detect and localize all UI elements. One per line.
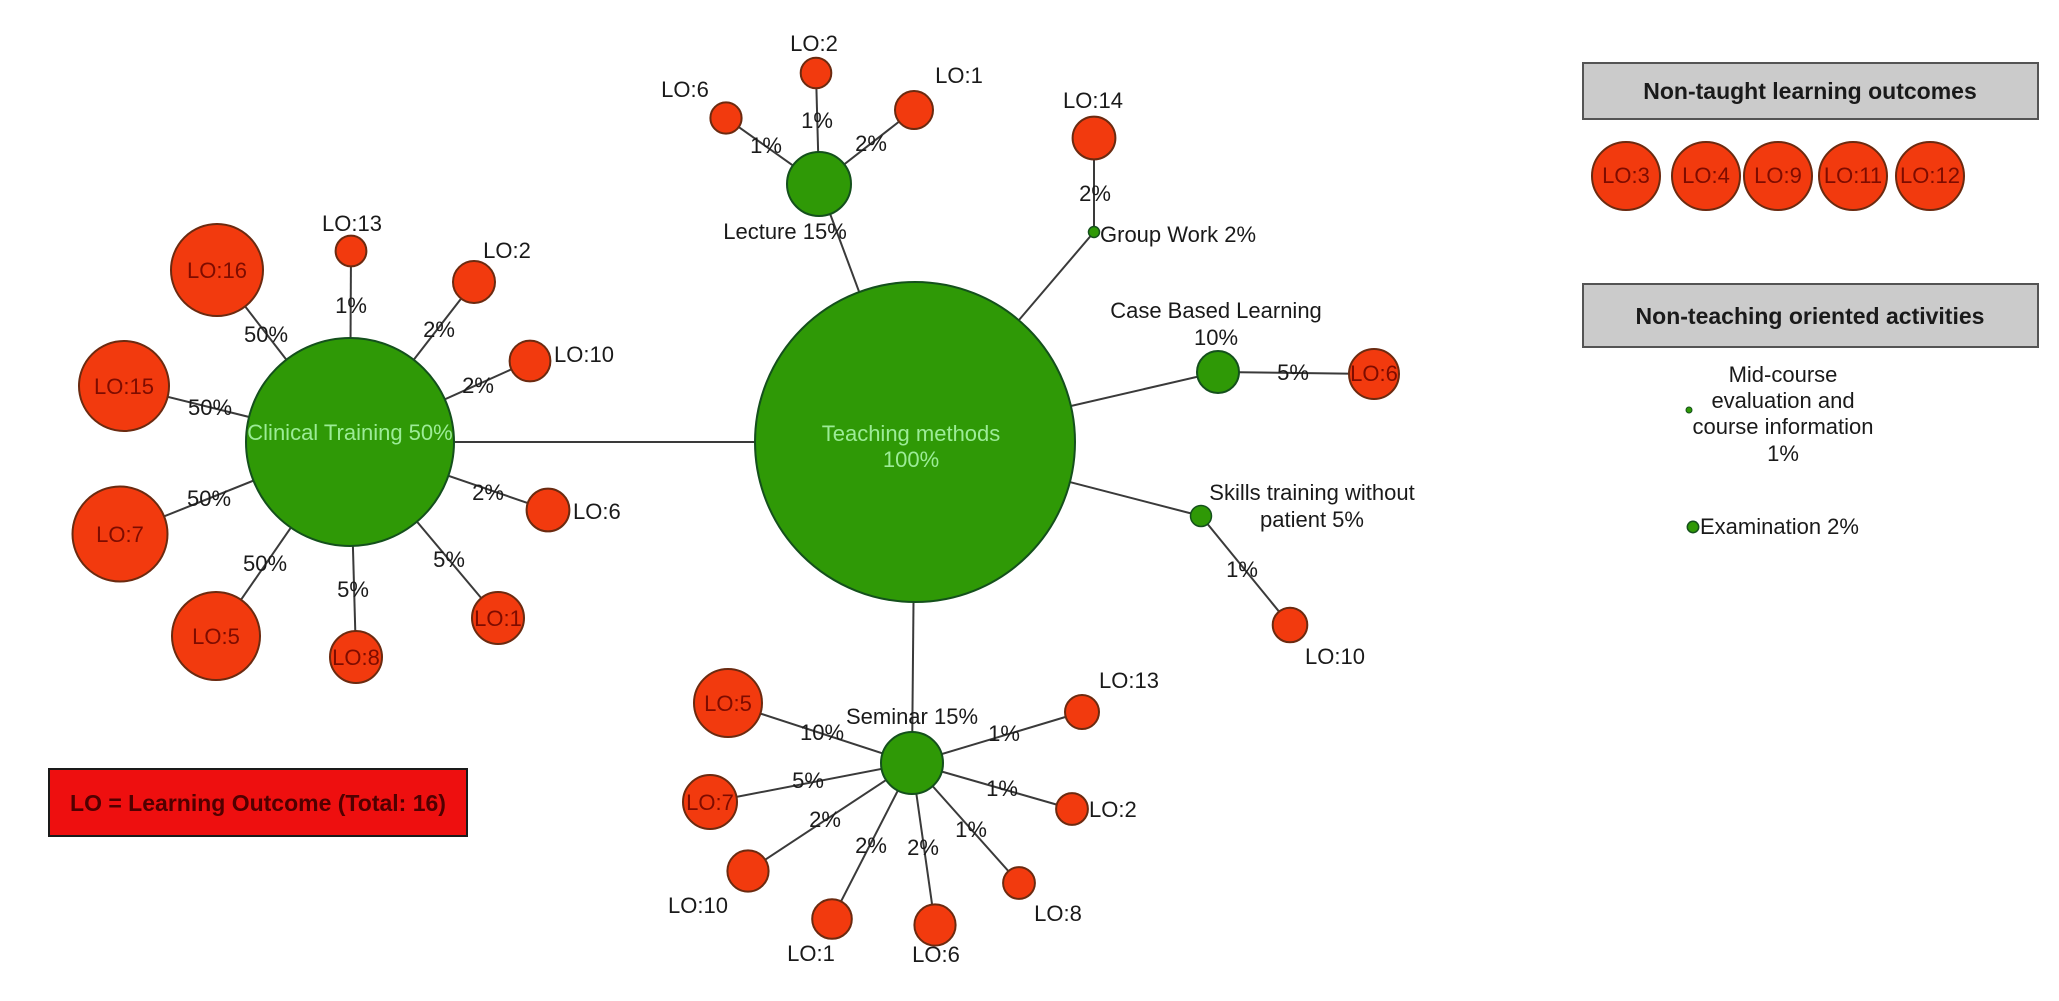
svg-text:LO:6: LO:6 bbox=[1350, 361, 1398, 386]
svg-text:Lecture 15%: Lecture 15% bbox=[723, 219, 847, 244]
svg-text:2%: 2% bbox=[855, 833, 887, 858]
svg-text:LO:10: LO:10 bbox=[1305, 644, 1365, 669]
svg-text:Examination 2%: Examination 2% bbox=[1700, 514, 1859, 539]
svg-text:2%: 2% bbox=[462, 373, 494, 398]
svg-text:5%: 5% bbox=[792, 768, 824, 793]
svg-text:LO:10: LO:10 bbox=[668, 893, 728, 918]
svg-text:1%: 1% bbox=[1767, 441, 1799, 466]
svg-text:1%: 1% bbox=[335, 293, 367, 318]
svg-text:LO:1: LO:1 bbox=[474, 606, 522, 631]
svg-text:LO:6: LO:6 bbox=[661, 77, 709, 102]
svg-text:2%: 2% bbox=[855, 131, 887, 156]
svg-text:2%: 2% bbox=[1079, 181, 1111, 206]
svg-text:LO:2: LO:2 bbox=[483, 238, 531, 263]
svg-text:course information: course information bbox=[1693, 414, 1874, 439]
svg-text:LO:16: LO:16 bbox=[187, 258, 247, 283]
svg-text:LO:13: LO:13 bbox=[1099, 668, 1159, 693]
svg-text:evaluation and: evaluation and bbox=[1711, 388, 1854, 413]
svg-text:100%: 100% bbox=[883, 447, 939, 472]
svg-text:LO:5: LO:5 bbox=[704, 691, 752, 716]
svg-text:LO:6: LO:6 bbox=[573, 499, 621, 524]
svg-text:Non-taught learning outcomes: Non-taught learning outcomes bbox=[1643, 78, 1977, 104]
svg-text:Case Based Learning: Case Based Learning bbox=[1110, 298, 1322, 323]
svg-text:Non-teaching oriented activiti: Non-teaching oriented activities bbox=[1636, 303, 1985, 329]
svg-text:2%: 2% bbox=[423, 317, 455, 342]
svg-text:LO:10: LO:10 bbox=[554, 342, 614, 367]
svg-text:LO:13: LO:13 bbox=[322, 211, 382, 236]
svg-text:1%: 1% bbox=[988, 721, 1020, 746]
svg-text:1%: 1% bbox=[986, 776, 1018, 801]
svg-text:LO:9: LO:9 bbox=[1754, 163, 1802, 188]
svg-text:5%: 5% bbox=[433, 547, 465, 572]
svg-text:LO:2: LO:2 bbox=[790, 31, 838, 56]
svg-text:patient 5%: patient 5% bbox=[1260, 507, 1364, 532]
svg-text:Skills training without: Skills training without bbox=[1209, 480, 1414, 505]
svg-text:1%: 1% bbox=[750, 133, 782, 158]
svg-text:LO:1: LO:1 bbox=[935, 63, 983, 88]
svg-text:1%: 1% bbox=[1226, 557, 1258, 582]
svg-text:Teaching methods: Teaching methods bbox=[822, 421, 1001, 446]
svg-text:50%: 50% bbox=[244, 322, 288, 347]
svg-text:LO:2: LO:2 bbox=[1089, 797, 1137, 822]
svg-text:50%: 50% bbox=[188, 395, 232, 420]
svg-text:LO = Learning Outcome (Total:: LO = Learning Outcome (Total: 16) bbox=[70, 790, 446, 816]
svg-text:1%: 1% bbox=[801, 108, 833, 133]
svg-text:50%: 50% bbox=[187, 486, 231, 511]
svg-text:2%: 2% bbox=[472, 480, 504, 505]
svg-text:LO:3: LO:3 bbox=[1602, 163, 1650, 188]
svg-text:2%: 2% bbox=[809, 807, 841, 832]
svg-text:1%: 1% bbox=[955, 817, 987, 842]
svg-text:5%: 5% bbox=[337, 577, 369, 602]
svg-text:LO:1: LO:1 bbox=[787, 941, 835, 966]
svg-text:LO:14: LO:14 bbox=[1063, 88, 1123, 113]
svg-text:LO:8: LO:8 bbox=[332, 645, 380, 670]
svg-text:LO:8: LO:8 bbox=[1034, 901, 1082, 926]
svg-text:Seminar 15%: Seminar 15% bbox=[846, 704, 978, 729]
svg-text:LO:11: LO:11 bbox=[1824, 163, 1882, 188]
svg-text:5%: 5% bbox=[1277, 360, 1309, 385]
svg-text:LO:4: LO:4 bbox=[1682, 163, 1730, 188]
svg-text:LO:7: LO:7 bbox=[686, 790, 734, 815]
svg-text:50%: 50% bbox=[243, 551, 287, 576]
svg-text:10%: 10% bbox=[800, 720, 844, 745]
svg-text:Clinical Training 50%: Clinical Training 50% bbox=[247, 420, 452, 445]
svg-text:Group Work 2%: Group Work 2% bbox=[1100, 222, 1256, 247]
svg-text:Mid-course: Mid-course bbox=[1729, 362, 1838, 387]
svg-text:LO:6: LO:6 bbox=[912, 942, 960, 967]
svg-text:2%: 2% bbox=[907, 835, 939, 860]
svg-text:LO:7: LO:7 bbox=[96, 522, 144, 547]
svg-text:LO:15: LO:15 bbox=[94, 374, 154, 399]
svg-text:10%: 10% bbox=[1194, 325, 1238, 350]
svg-text:LO:5: LO:5 bbox=[192, 624, 240, 649]
svg-text:LO:12: LO:12 bbox=[1900, 163, 1960, 188]
